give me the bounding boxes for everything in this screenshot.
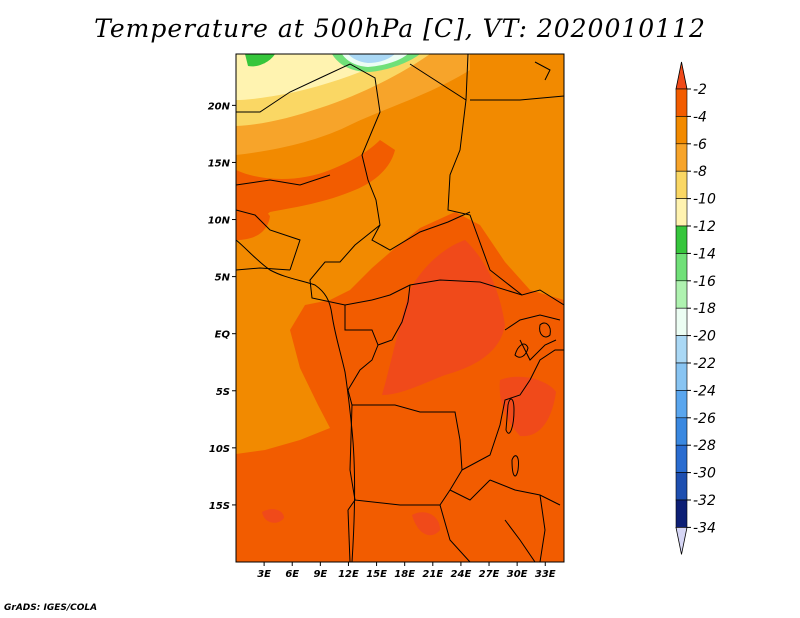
legend-label: -30	[693, 466, 716, 482]
legend-label: -2	[693, 82, 707, 98]
x-tick-label: 27E	[479, 569, 500, 580]
legend-swatch	[675, 88, 688, 117]
map-frame	[235, 53, 565, 563]
contour-minus22	[348, 54, 395, 63]
y-tick-label: 5S	[216, 387, 230, 398]
legend-swatch	[675, 472, 688, 501]
legend-label: -24	[693, 383, 716, 399]
legend-label: -28	[693, 438, 716, 454]
legend-swatch	[675, 444, 688, 473]
contour-minus2-south	[412, 512, 440, 536]
legend-swatch	[675, 225, 688, 254]
legend-label: -16	[693, 274, 716, 290]
x-tick-label: 30E	[507, 569, 528, 580]
legend-label: -14	[693, 246, 716, 262]
legend-label: -4	[693, 109, 707, 125]
legend-swatch	[675, 280, 688, 309]
legend-swatch	[675, 307, 688, 336]
legend-label: -8	[693, 164, 707, 180]
legend-swatch	[675, 499, 688, 528]
contour-minus2-sw	[262, 509, 284, 523]
y-tick-label: 10S	[209, 444, 230, 455]
contour-minus2-core	[382, 240, 505, 395]
legend-swatch	[675, 390, 688, 419]
x-tick-label: 21E	[422, 569, 443, 580]
legend-swatch	[675, 253, 688, 282]
legend-label: -34	[693, 520, 716, 536]
legend-label: -10	[693, 192, 716, 208]
y-axis: 20N 15N 10N 5N EQ 5S 10S 15S	[208, 101, 236, 512]
y-tick-label: EQ	[215, 330, 231, 341]
legend-label: -6	[693, 137, 707, 153]
legend-swatch	[675, 335, 688, 364]
x-tick-label: 24E	[451, 569, 472, 580]
legend-label: -18	[693, 301, 716, 317]
credit-text: GrADS: IGES/COLA	[4, 603, 98, 613]
legend-swatch	[675, 362, 688, 391]
chart-title: Temperature at 500hPa [C], VT: 202001011…	[94, 14, 706, 43]
legend-arrow-top	[675, 61, 688, 90]
lakes	[505, 322, 551, 477]
x-tick-label: 18E	[394, 569, 415, 580]
legend-swatch	[675, 198, 688, 227]
legend-swatch	[675, 143, 688, 172]
temperature-field	[236, 54, 564, 562]
y-tick-label: 15S	[209, 501, 230, 512]
legend-swatch	[675, 417, 688, 446]
color-legend: -2 -4 -6 -8 -10 -12 -14 -16 -18 -20 -22 -24 -26 -28 -3…	[675, 61, 716, 555]
x-tick-label: 9E	[313, 569, 327, 580]
legend-swatch	[675, 170, 688, 199]
legend-swatch	[675, 116, 688, 145]
legend-label: -32	[693, 493, 716, 509]
x-tick-label: 33E	[535, 569, 556, 580]
contour-minus4-sahel	[236, 140, 395, 228]
x-tick-label: 15E	[366, 569, 387, 580]
x-axis: 3E 6E 9E 12E 15E 18E 21E 24E 27E 30E 33E	[257, 562, 556, 580]
x-tick-label: 6E	[285, 569, 299, 580]
legend-label: -20	[693, 329, 716, 345]
coastline	[236, 239, 356, 562]
y-tick-label: 5N	[215, 273, 231, 284]
contour-minus14-west	[245, 54, 275, 67]
y-tick-label: 10N	[208, 216, 231, 227]
x-tick-label: 3E	[257, 569, 271, 580]
contour-minus4-coast	[236, 207, 270, 240]
legend-label: -26	[693, 411, 716, 427]
legend-arrow-bottom	[675, 527, 688, 555]
contour-minus6-north	[236, 54, 564, 454]
x-tick-label: 12E	[338, 569, 359, 580]
legend-label: -22	[693, 356, 716, 372]
legend-label: -12	[693, 219, 716, 235]
y-tick-label: 20N	[208, 101, 231, 112]
y-tick-label: 15N	[208, 158, 231, 169]
country-borders	[236, 54, 564, 562]
